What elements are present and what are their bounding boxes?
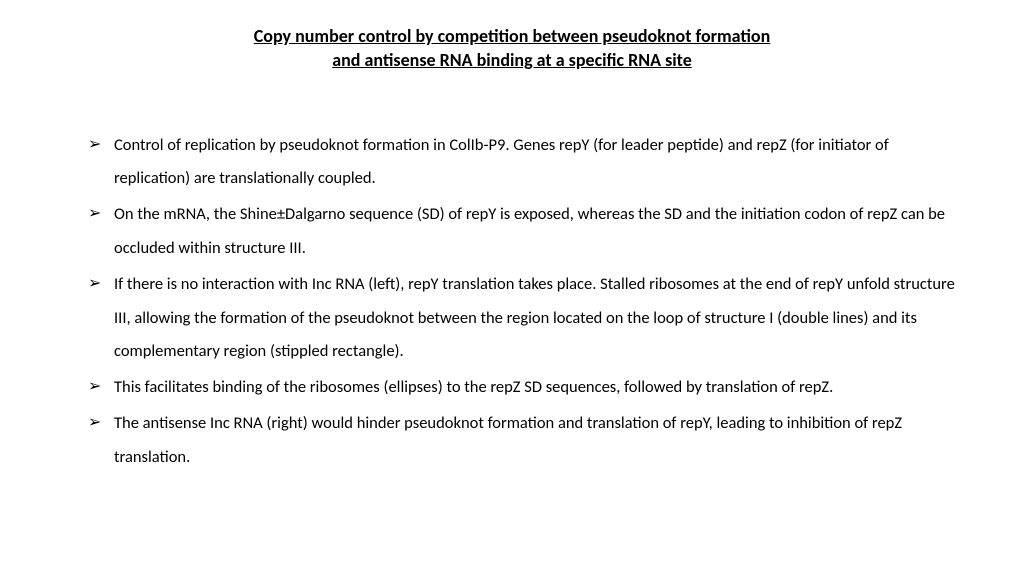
bullet-text: If there is no interaction with Inc RNA … <box>114 274 955 362</box>
list-item: The antisense Inc RNA (right) would hind… <box>88 407 964 475</box>
title-line-1: Copy number control by competition betwe… <box>60 24 964 48</box>
bullet-text: This facilitates binding of the ribosome… <box>114 377 833 397</box>
bullet-list: Control of replication by pseudoknot for… <box>60 129 964 475</box>
list-item: On the mRNA, the Shine±Dalgarno sequence… <box>88 198 964 266</box>
bullet-text: Control of replication by pseudoknot for… <box>114 135 889 189</box>
list-item: This facilitates binding of the ribosome… <box>88 371 964 405</box>
bullet-text: The antisense Inc RNA (right) would hind… <box>114 413 902 467</box>
title-line-2: and antisense RNA binding at a specific … <box>60 48 964 72</box>
slide-title: Copy number control by competition betwe… <box>60 24 964 73</box>
bullet-text: On the mRNA, the Shine±Dalgarno sequence… <box>114 204 945 258</box>
list-item: Control of replication by pseudoknot for… <box>88 129 964 197</box>
list-item: If there is no interaction with Inc RNA … <box>88 268 964 369</box>
